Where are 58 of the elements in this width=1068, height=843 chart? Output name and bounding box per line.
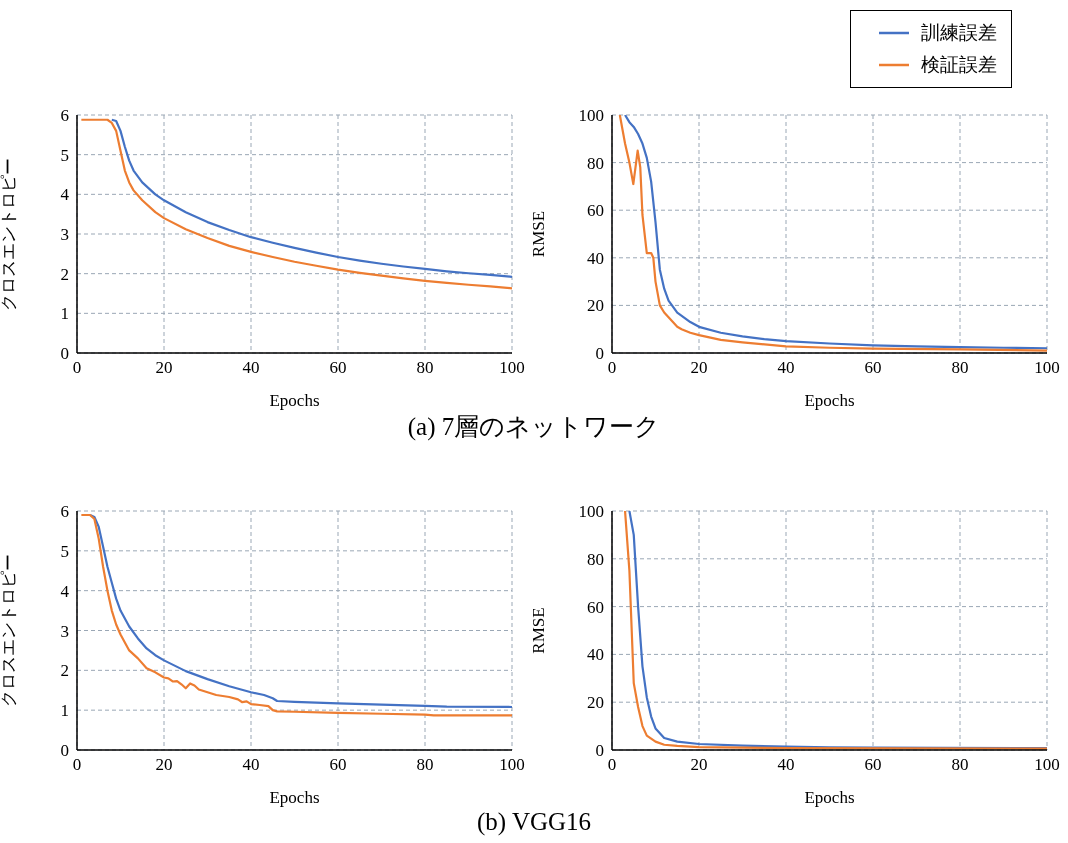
y-tick-label: 2 bbox=[60, 661, 69, 681]
x-tick-label: 40 bbox=[777, 755, 795, 775]
y-tick-label: 5 bbox=[60, 541, 69, 561]
y-tick-label: 40 bbox=[587, 248, 604, 268]
x-tick-label: 20 bbox=[690, 755, 708, 775]
y-tick-label: 2 bbox=[60, 264, 69, 284]
x-tick-label: 40 bbox=[242, 358, 260, 378]
y-axis-title: RMSE bbox=[529, 210, 549, 258]
x-tick-label: 80 bbox=[951, 755, 969, 775]
y-tick-label: 100 bbox=[578, 106, 604, 126]
y-tick-label: 4 bbox=[60, 185, 70, 205]
x-tick-label: 60 bbox=[864, 358, 882, 378]
x-tick-label: 60 bbox=[329, 755, 347, 775]
x-tick-label: 100 bbox=[499, 755, 525, 775]
y-tick-label: 4 bbox=[60, 581, 70, 601]
y-tick-label: 1 bbox=[60, 701, 69, 721]
y-tick-label: 60 bbox=[587, 201, 604, 221]
y-tick-label: 6 bbox=[60, 106, 69, 126]
x-tick-label: 80 bbox=[416, 755, 434, 775]
y-axis-title: RMSE bbox=[529, 607, 549, 654]
y-tick-label: 60 bbox=[587, 597, 604, 617]
x-axis-title: Epochs bbox=[269, 788, 320, 807]
x-axis-title: Epochs bbox=[804, 788, 855, 807]
y-tick-label: 5 bbox=[60, 145, 69, 165]
x-tick-label: 100 bbox=[499, 358, 525, 378]
y-tick-label: 80 bbox=[587, 153, 604, 173]
y-tick-label: 3 bbox=[60, 225, 69, 245]
x-tick-label: 40 bbox=[242, 755, 260, 775]
x-tick-label: 20 bbox=[155, 755, 173, 775]
y-tick-label: 40 bbox=[587, 645, 604, 665]
y-tick-label: 0 bbox=[595, 344, 604, 364]
legend-label: 訓練誤差 bbox=[921, 21, 997, 45]
x-axis-title: Epochs bbox=[269, 391, 320, 410]
y-tick-label: 20 bbox=[587, 296, 604, 316]
x-tick-label: 80 bbox=[416, 358, 434, 378]
x-tick-label: 60 bbox=[864, 755, 882, 775]
x-tick-label: 80 bbox=[951, 358, 969, 378]
y-tick-label: 100 bbox=[578, 502, 604, 522]
x-axis-title: Epochs bbox=[804, 391, 855, 410]
y-axis-title: クロスエントロピー bbox=[0, 157, 19, 311]
x-tick-label: 100 bbox=[1034, 755, 1060, 775]
text: (b) VGG16 bbox=[475, 808, 593, 836]
x-tick-label: 20 bbox=[690, 358, 708, 378]
y-tick-label: 3 bbox=[60, 621, 69, 641]
y-tick-label: 20 bbox=[587, 693, 604, 713]
y-tick-label: 0 bbox=[595, 741, 604, 761]
y-tick-label: 0 bbox=[60, 741, 69, 761]
y-tick-label: 1 bbox=[60, 304, 69, 324]
y-tick-label: 80 bbox=[587, 549, 604, 569]
x-tick-label: 60 bbox=[329, 358, 347, 378]
x-tick-label: 40 bbox=[777, 358, 795, 378]
legend-label: 検証誤差 bbox=[921, 53, 997, 77]
y-axis-title: クロスエントロピー bbox=[0, 554, 19, 707]
y-tick-label: 0 bbox=[60, 344, 69, 364]
x-tick-label: 100 bbox=[1034, 358, 1060, 378]
text: (a) 7層のネットワーク bbox=[406, 412, 662, 443]
y-tick-label: 6 bbox=[60, 502, 69, 522]
x-tick-label: 20 bbox=[155, 358, 173, 378]
